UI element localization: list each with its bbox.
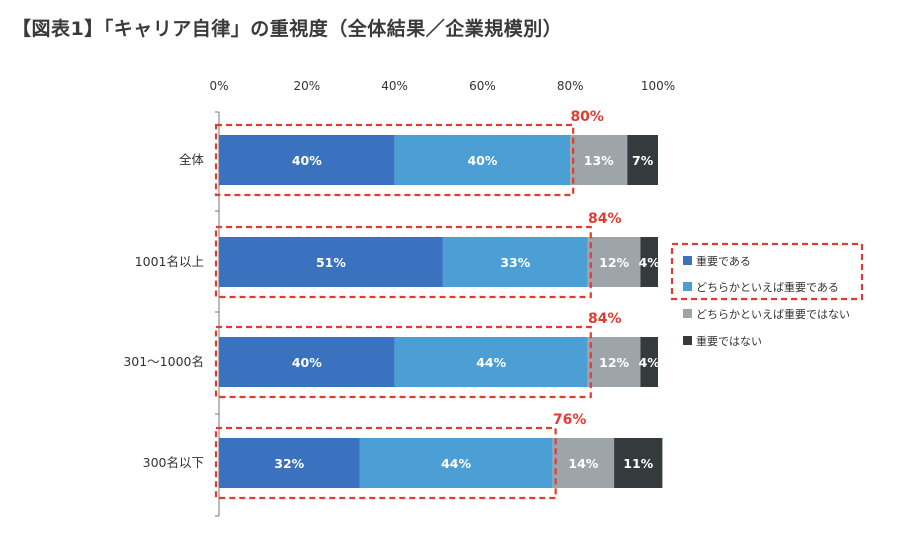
data-label: 51%: [316, 255, 346, 270]
bar-segment: [614, 438, 663, 488]
x-tick-label: 60%: [469, 79, 496, 93]
legend-swatch: [683, 336, 692, 345]
bar-segment: [219, 438, 360, 488]
highlight-total-label: 80%: [570, 109, 604, 125]
category-label: 全体: [179, 152, 205, 167]
legend-label: どちらかといえば重要である: [696, 280, 839, 294]
data-label: 40%: [292, 355, 322, 370]
data-label: 33%: [500, 255, 530, 270]
bar-segment: [570, 135, 628, 185]
highlight-box: [214, 225, 592, 299]
legend-label: 重要である: [696, 254, 751, 268]
bar-segment: [640, 237, 658, 287]
bar-segment: [394, 135, 571, 185]
category-label: 301〜1000名: [123, 354, 204, 369]
chart-title: 【図表1】「キャリア自律」の重視度（全体結果／企業規模別）: [12, 18, 563, 40]
highlight-total-label: 84%: [588, 211, 622, 227]
x-tick-label: 100%: [641, 79, 675, 93]
highlight-total-label: 76%: [553, 412, 587, 428]
bar-segment: [394, 337, 588, 387]
data-label: 44%: [441, 456, 471, 471]
bar-segment: [640, 337, 658, 387]
bar-segment: [219, 337, 395, 387]
bar-segment: [552, 438, 615, 488]
bar-segment: [359, 438, 553, 488]
data-label: 7%: [632, 153, 654, 168]
data-label: 12%: [599, 255, 629, 270]
data-label: 40%: [292, 153, 322, 168]
bar-segment: [442, 237, 588, 287]
x-tick-label: 20%: [293, 79, 320, 93]
data-label: 40%: [467, 153, 497, 168]
category-label: 1001名以上: [135, 254, 204, 269]
bar-segment: [219, 135, 395, 185]
data-label: 12%: [599, 355, 629, 370]
x-tick-label: 40%: [381, 79, 408, 93]
data-label: 11%: [623, 456, 653, 471]
legend-highlight-box: [670, 242, 864, 301]
legend-swatch: [683, 256, 692, 265]
legend-swatch: [683, 282, 692, 291]
data-label: 13%: [584, 153, 614, 168]
bar-segment: [219, 237, 443, 287]
category-label: 300名以下: [143, 455, 204, 470]
data-label: 4%: [639, 355, 661, 370]
data-label: 44%: [476, 355, 506, 370]
x-tick-label: 80%: [557, 79, 584, 93]
legend-swatch: [683, 309, 692, 318]
bar-segment: [587, 237, 641, 287]
highlight-box: [214, 325, 592, 399]
bar-segment: [627, 135, 658, 185]
x-tick-label: 0%: [209, 79, 228, 93]
data-label: 4%: [639, 255, 661, 270]
data-label: 32%: [274, 456, 304, 471]
legend-label: どちらかといえば重要ではない: [696, 307, 850, 321]
highlight-total-label: 84%: [588, 311, 622, 327]
legend-label: 重要ではない: [696, 334, 762, 348]
data-label: 14%: [568, 456, 598, 471]
bar-segment: [587, 337, 641, 387]
highlight-box: [214, 123, 575, 197]
highlight-box: [214, 426, 557, 500]
